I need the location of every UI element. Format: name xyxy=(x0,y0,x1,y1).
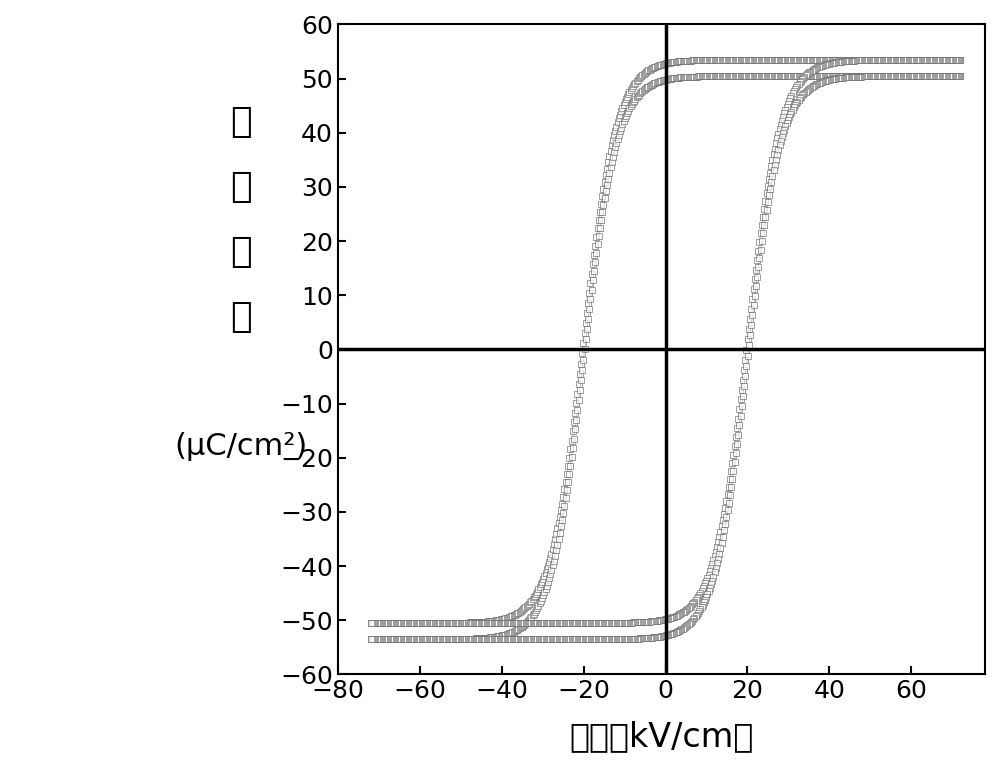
Text: 化: 化 xyxy=(230,170,252,204)
X-axis label: 电场（kV/cm）: 电场（kV/cm） xyxy=(569,720,754,753)
Text: (μC/cm²): (μC/cm²) xyxy=(174,432,307,462)
Text: 度: 度 xyxy=(230,300,252,334)
Text: 强: 强 xyxy=(230,235,252,269)
Text: 极: 极 xyxy=(230,105,252,139)
